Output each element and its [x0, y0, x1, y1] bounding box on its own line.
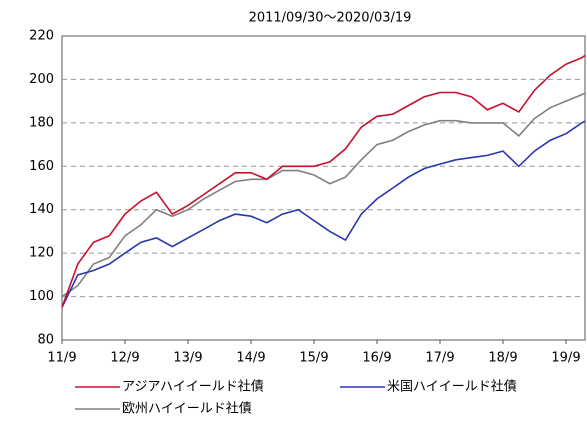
x-tick-label: 13/9: [173, 351, 202, 366]
legend-label: アジアハイイールド社債: [122, 379, 264, 395]
y-tick-label: 140: [29, 202, 54, 217]
chart-subtitle: 2011/09/30～2020/03/19: [249, 11, 412, 26]
x-tick-label: 12/9: [110, 351, 139, 366]
plot-lines: [62, 54, 585, 308]
y-tick-label: 120: [29, 246, 54, 261]
series-line: [62, 92, 585, 298]
y-tick-label: 100: [29, 289, 54, 304]
x-tick-label: 19/9: [551, 351, 580, 366]
series-line: [62, 120, 585, 308]
series-line: [62, 54, 585, 308]
x-tick-label: 14/9: [236, 351, 265, 366]
plot-frame: [61, 35, 586, 341]
x-tick-label: 17/9: [425, 351, 454, 366]
x-tick-label: 18/9: [488, 351, 517, 366]
x-tick-label: 16/9: [362, 351, 391, 366]
y-tick-label: 200: [29, 72, 54, 87]
y-tick-label: 160: [29, 159, 54, 174]
legend-label: 欧州ハイイールド社債: [122, 401, 252, 417]
y-tick-label: 80: [37, 333, 54, 348]
x-tick-label: 11/9: [47, 351, 76, 366]
x-tick-label: 15/9: [299, 351, 328, 366]
legend-label: 米国ハイイールド社債: [387, 379, 517, 395]
y-tick-label: 220: [29, 29, 54, 44]
y-tick-label: 180: [29, 115, 54, 130]
